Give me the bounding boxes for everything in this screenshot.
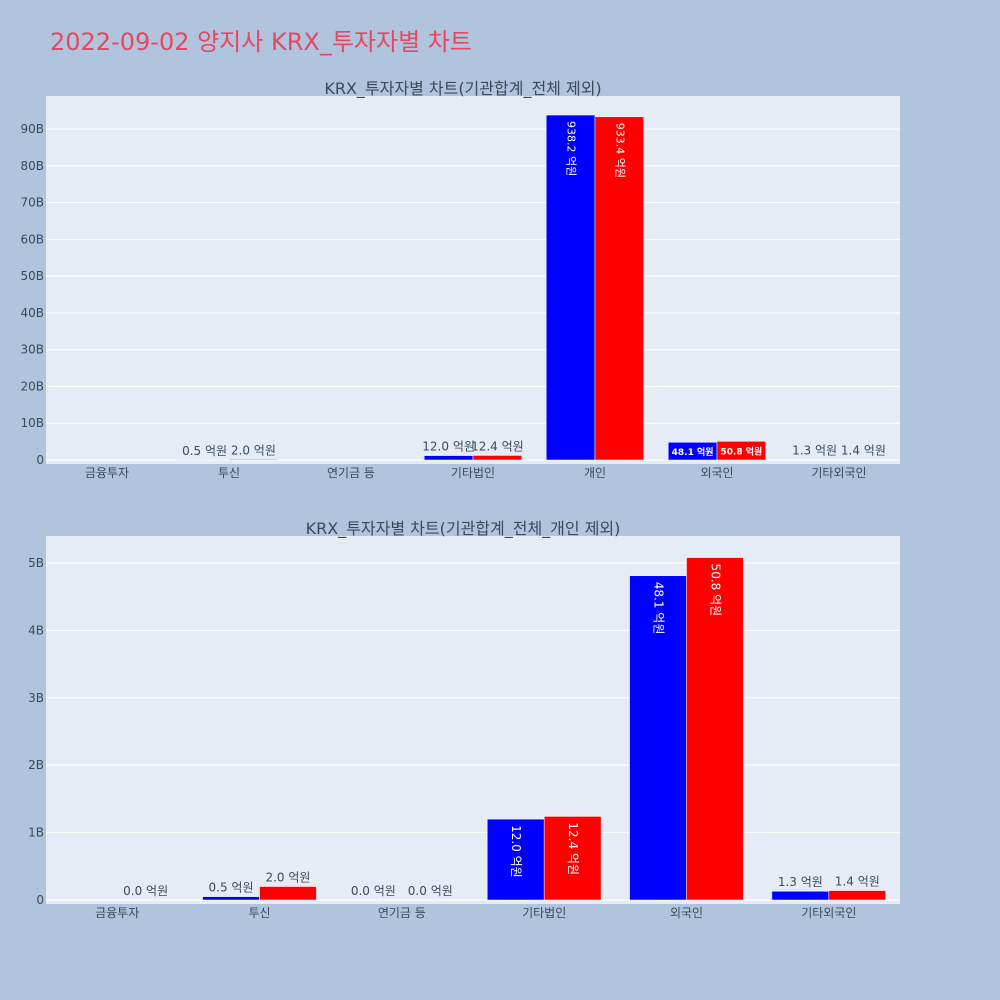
y-tick-label: 90B — [20, 122, 44, 136]
y-tick-label: 60B — [20, 232, 44, 246]
x-tick-label: 기타법인 — [451, 466, 495, 480]
chart-title: KRX_투자자별 차트(기관합계_전체_개인 제외) — [306, 519, 621, 539]
y-tick-label: 5B — [28, 556, 44, 570]
y-tick-label: 0 — [36, 893, 44, 907]
data-label: 2.0 억원 — [231, 443, 276, 457]
y-tick-label: 2B — [28, 758, 44, 772]
bar[interactable] — [259, 886, 317, 901]
x-tick-label: 기타외국인 — [801, 906, 856, 920]
data-label: 0.0 억원 — [123, 884, 168, 898]
data-label: 50.8 억원 — [708, 564, 722, 617]
data-label: 50.8 억원 — [720, 446, 762, 458]
bar[interactable] — [716, 441, 767, 461]
plot-area — [46, 536, 900, 904]
x-tick-label: 외국인 — [670, 906, 703, 920]
plot-area — [46, 96, 900, 464]
chart-title: KRX_투자자별 차트(기관합계_전체 제외) — [324, 79, 601, 99]
x-tick-label: 개인 — [584, 466, 606, 480]
y-tick-label: 1B — [28, 826, 44, 840]
bar[interactable] — [838, 459, 889, 461]
x-tick-label: 기타외국인 — [811, 466, 866, 480]
data-label: 2.0 억원 — [265, 871, 310, 885]
bar[interactable] — [228, 459, 279, 461]
x-tick-label: 외국인 — [700, 466, 733, 480]
data-label: 12.0 억원 — [509, 825, 523, 878]
chart-1: 0 10B 20B 30B 40B 50B 60B 70B 80B 90B KRX_투자자별 차트(… — [20, 79, 900, 480]
y-tick-label: 30B — [20, 343, 44, 357]
y-tick-label: 4B — [28, 623, 44, 637]
x-tick-label: 연기금 등 — [327, 466, 375, 480]
bar[interactable] — [202, 896, 260, 901]
x-tick-label: 기타법인 — [522, 906, 566, 920]
data-label: 12.4 억원 — [471, 439, 524, 453]
x-tick-label: 금융투자 — [95, 906, 139, 920]
data-label: 48.1 억원 — [652, 582, 666, 635]
chart-2: 0 1B 2B 3B 4B 5B KRX_투자자별 차트(기관합계_전체_개인 제외) 금융투… — [28, 519, 900, 920]
x-tick-label: 금융투자 — [85, 466, 129, 480]
y-tick-label: 20B — [20, 379, 44, 393]
data-label: 12.0 억원 — [422, 440, 475, 454]
bar[interactable] — [594, 116, 645, 461]
y-tick-label: 70B — [20, 196, 44, 210]
data-label: 0.0 억원 — [351, 884, 396, 898]
bar[interactable] — [486, 818, 545, 901]
bar[interactable] — [629, 575, 687, 901]
y-tick-label: 40B — [20, 306, 44, 320]
bar[interactable] — [423, 455, 474, 461]
data-label: 48.1 억원 — [672, 446, 714, 458]
bar[interactable] — [545, 114, 596, 461]
y-tick-label: 80B — [20, 159, 44, 173]
bar[interactable] — [828, 890, 887, 901]
y-tick-label: 0 — [36, 453, 44, 467]
data-label: 0.5 억원 — [182, 444, 227, 458]
data-label: 933.4 억원 — [613, 123, 626, 178]
page-title: 2022-09-02 양지사 KRX_투자자별 차트 — [50, 28, 472, 56]
y-tick-label: 50B — [20, 269, 44, 283]
data-label: 1.4 억원 — [841, 443, 886, 457]
data-label: 0.0 억원 — [408, 884, 453, 898]
data-label: 1.3 억원 — [778, 875, 823, 889]
bar[interactable] — [686, 557, 744, 901]
data-label: 1.3 억원 — [792, 444, 837, 458]
y-tick-label: 10B — [20, 416, 44, 430]
x-tick-label: 투신 — [218, 466, 240, 480]
data-label: 1.4 억원 — [835, 875, 880, 889]
bar[interactable] — [472, 455, 523, 461]
bar[interactable] — [543, 816, 602, 901]
x-tick-label: 연기금 등 — [378, 906, 426, 920]
data-label: 938.2 억원 — [565, 121, 578, 176]
data-label: 0.5 억원 — [209, 881, 254, 895]
x-tick-label: 투신 — [248, 906, 270, 920]
y-tick-label: 3B — [28, 691, 44, 705]
data-label: 12.4 억원 — [566, 822, 580, 875]
bar[interactable] — [771, 890, 830, 901]
